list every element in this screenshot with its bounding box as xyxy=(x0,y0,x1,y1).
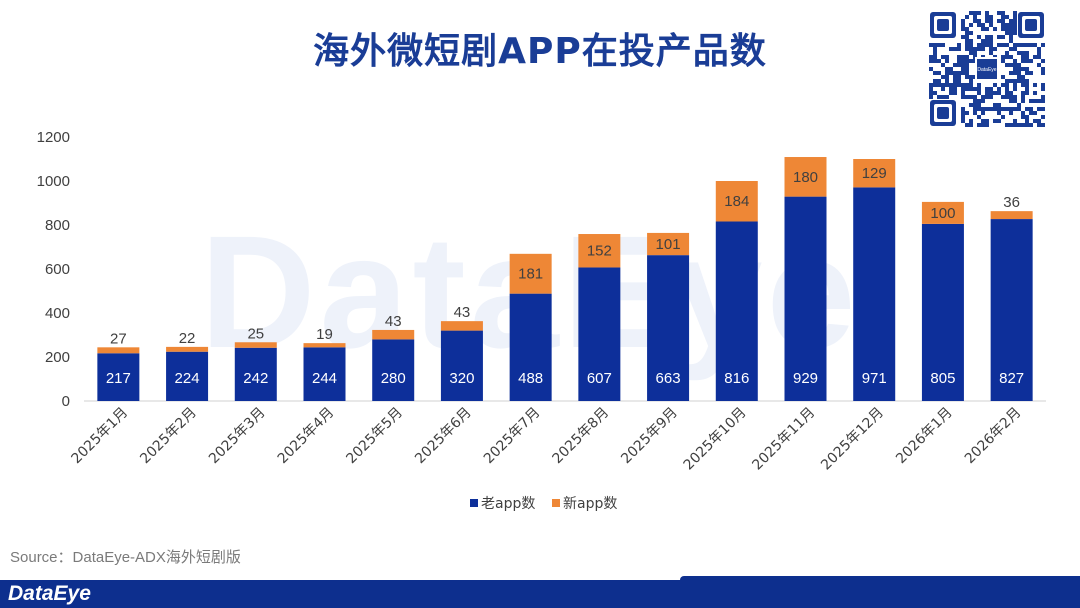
y-tick-label: 800 xyxy=(45,217,70,234)
x-tick-label: 2025年3月 xyxy=(206,405,269,468)
bar-new-app xyxy=(372,329,415,340)
x-tick-label: 2025年2月 xyxy=(137,405,200,468)
bar-old-app xyxy=(234,347,277,401)
data-label-new: 181 xyxy=(518,266,543,283)
y-tick-label: 400 xyxy=(45,305,70,322)
bar-new-app xyxy=(509,253,552,294)
bar-old-app xyxy=(166,351,209,401)
source-note: Source：DataEye-ADX海外短剧版 xyxy=(10,549,241,566)
legend-label-old: 老app数 xyxy=(481,496,535,512)
data-label-new: 19 xyxy=(316,326,333,343)
qr-code: DataEye xyxy=(928,10,1046,128)
data-label-new: 43 xyxy=(385,313,402,330)
x-tick-label: 2025年11月 xyxy=(749,405,818,474)
x-tick-label: 2025年10月 xyxy=(681,405,750,474)
x-tick-label: 2025年12月 xyxy=(818,405,887,474)
bar-new-app xyxy=(853,159,896,188)
footer-bar: DataEye xyxy=(0,576,1080,608)
data-label-new: 180 xyxy=(793,169,818,186)
data-label-new: 100 xyxy=(930,205,955,222)
y-tick-label: 1200 xyxy=(37,129,70,146)
bar-new-app xyxy=(234,342,277,348)
legend-swatch-new xyxy=(552,499,560,507)
bar-new-app xyxy=(303,343,346,348)
x-tick-label: 2026年1月 xyxy=(893,405,956,468)
x-tick-label: 2025年8月 xyxy=(550,405,613,468)
x-tick-label: 2025年5月 xyxy=(343,405,406,468)
bar-new-app xyxy=(166,346,209,352)
x-tick-label: 2025年6月 xyxy=(412,405,475,468)
bar-old-app xyxy=(509,293,552,401)
y-tick-label: 0 xyxy=(62,393,70,410)
data-label-old: 663 xyxy=(656,370,681,387)
data-label-new: 101 xyxy=(656,236,681,253)
data-label-new: 27 xyxy=(110,330,127,347)
y-tick-label: 600 xyxy=(45,261,70,278)
data-label-old: 217 xyxy=(106,370,131,387)
data-label-old: 929 xyxy=(793,370,818,387)
bar-chart: 0 200 400 600 800 1000 1200 217 27 2025年1月 224 22 20… xyxy=(37,129,1046,512)
data-label-old: 244 xyxy=(312,370,337,387)
bar-old-app xyxy=(97,353,140,401)
data-label-old: 320 xyxy=(449,370,474,387)
data-label-new: 25 xyxy=(247,325,264,342)
data-label-old: 224 xyxy=(175,370,200,387)
legend-swatch-old xyxy=(470,499,478,507)
data-label-new: 22 xyxy=(179,330,196,347)
qr-logo-text: DataEye xyxy=(977,67,996,73)
data-label-old: 242 xyxy=(243,370,268,387)
bar-old-app xyxy=(303,347,346,401)
x-tick-label: 2025年1月 xyxy=(69,405,132,468)
data-label-old: 827 xyxy=(999,370,1024,387)
bar-new-app xyxy=(440,321,483,331)
footer-brand: DataEye xyxy=(8,582,91,605)
y-tick-label: 1000 xyxy=(37,173,70,190)
chart-title: 海外微短剧APP在投产品数 xyxy=(313,31,767,72)
data-label-new: 184 xyxy=(724,193,749,210)
data-label-new: 152 xyxy=(587,243,612,260)
bar-old-app xyxy=(990,219,1033,401)
data-label-old: 280 xyxy=(381,370,406,387)
data-label-old: 607 xyxy=(587,370,612,387)
data-label-old: 971 xyxy=(862,370,887,387)
x-tick-label: 2025年9月 xyxy=(618,405,681,468)
bar-old-app xyxy=(578,267,621,401)
y-tick-label: 200 xyxy=(45,349,70,366)
x-tick-label: 2026年2月 xyxy=(962,405,1025,468)
bar-old-app xyxy=(647,255,690,401)
bar-old-app xyxy=(715,221,758,401)
data-label-new: 129 xyxy=(862,165,887,182)
data-label-old: 805 xyxy=(930,370,955,387)
bar-new-app xyxy=(647,232,690,256)
bar-new-app xyxy=(715,181,758,222)
bar-old-app xyxy=(784,196,827,401)
data-label-old: 816 xyxy=(724,370,749,387)
data-label-new: 36 xyxy=(1003,194,1020,211)
bar-new-app xyxy=(578,234,621,268)
bar-old-app xyxy=(921,223,964,401)
data-label-new: 43 xyxy=(454,304,471,321)
bar-new-app xyxy=(784,157,827,197)
bar-new-app xyxy=(921,201,964,224)
data-label-old: 488 xyxy=(518,370,543,387)
x-tick-label: 2025年4月 xyxy=(275,405,338,468)
footer-accent xyxy=(680,576,1080,580)
x-tick-label: 2025年7月 xyxy=(481,405,544,468)
bar-old-app xyxy=(853,187,896,401)
bar-old-app xyxy=(372,339,415,401)
bar-new-app xyxy=(97,347,140,354)
bar-new-app xyxy=(990,211,1033,220)
legend-label-new: 新app数 xyxy=(563,496,617,512)
bar-old-app xyxy=(440,330,483,401)
